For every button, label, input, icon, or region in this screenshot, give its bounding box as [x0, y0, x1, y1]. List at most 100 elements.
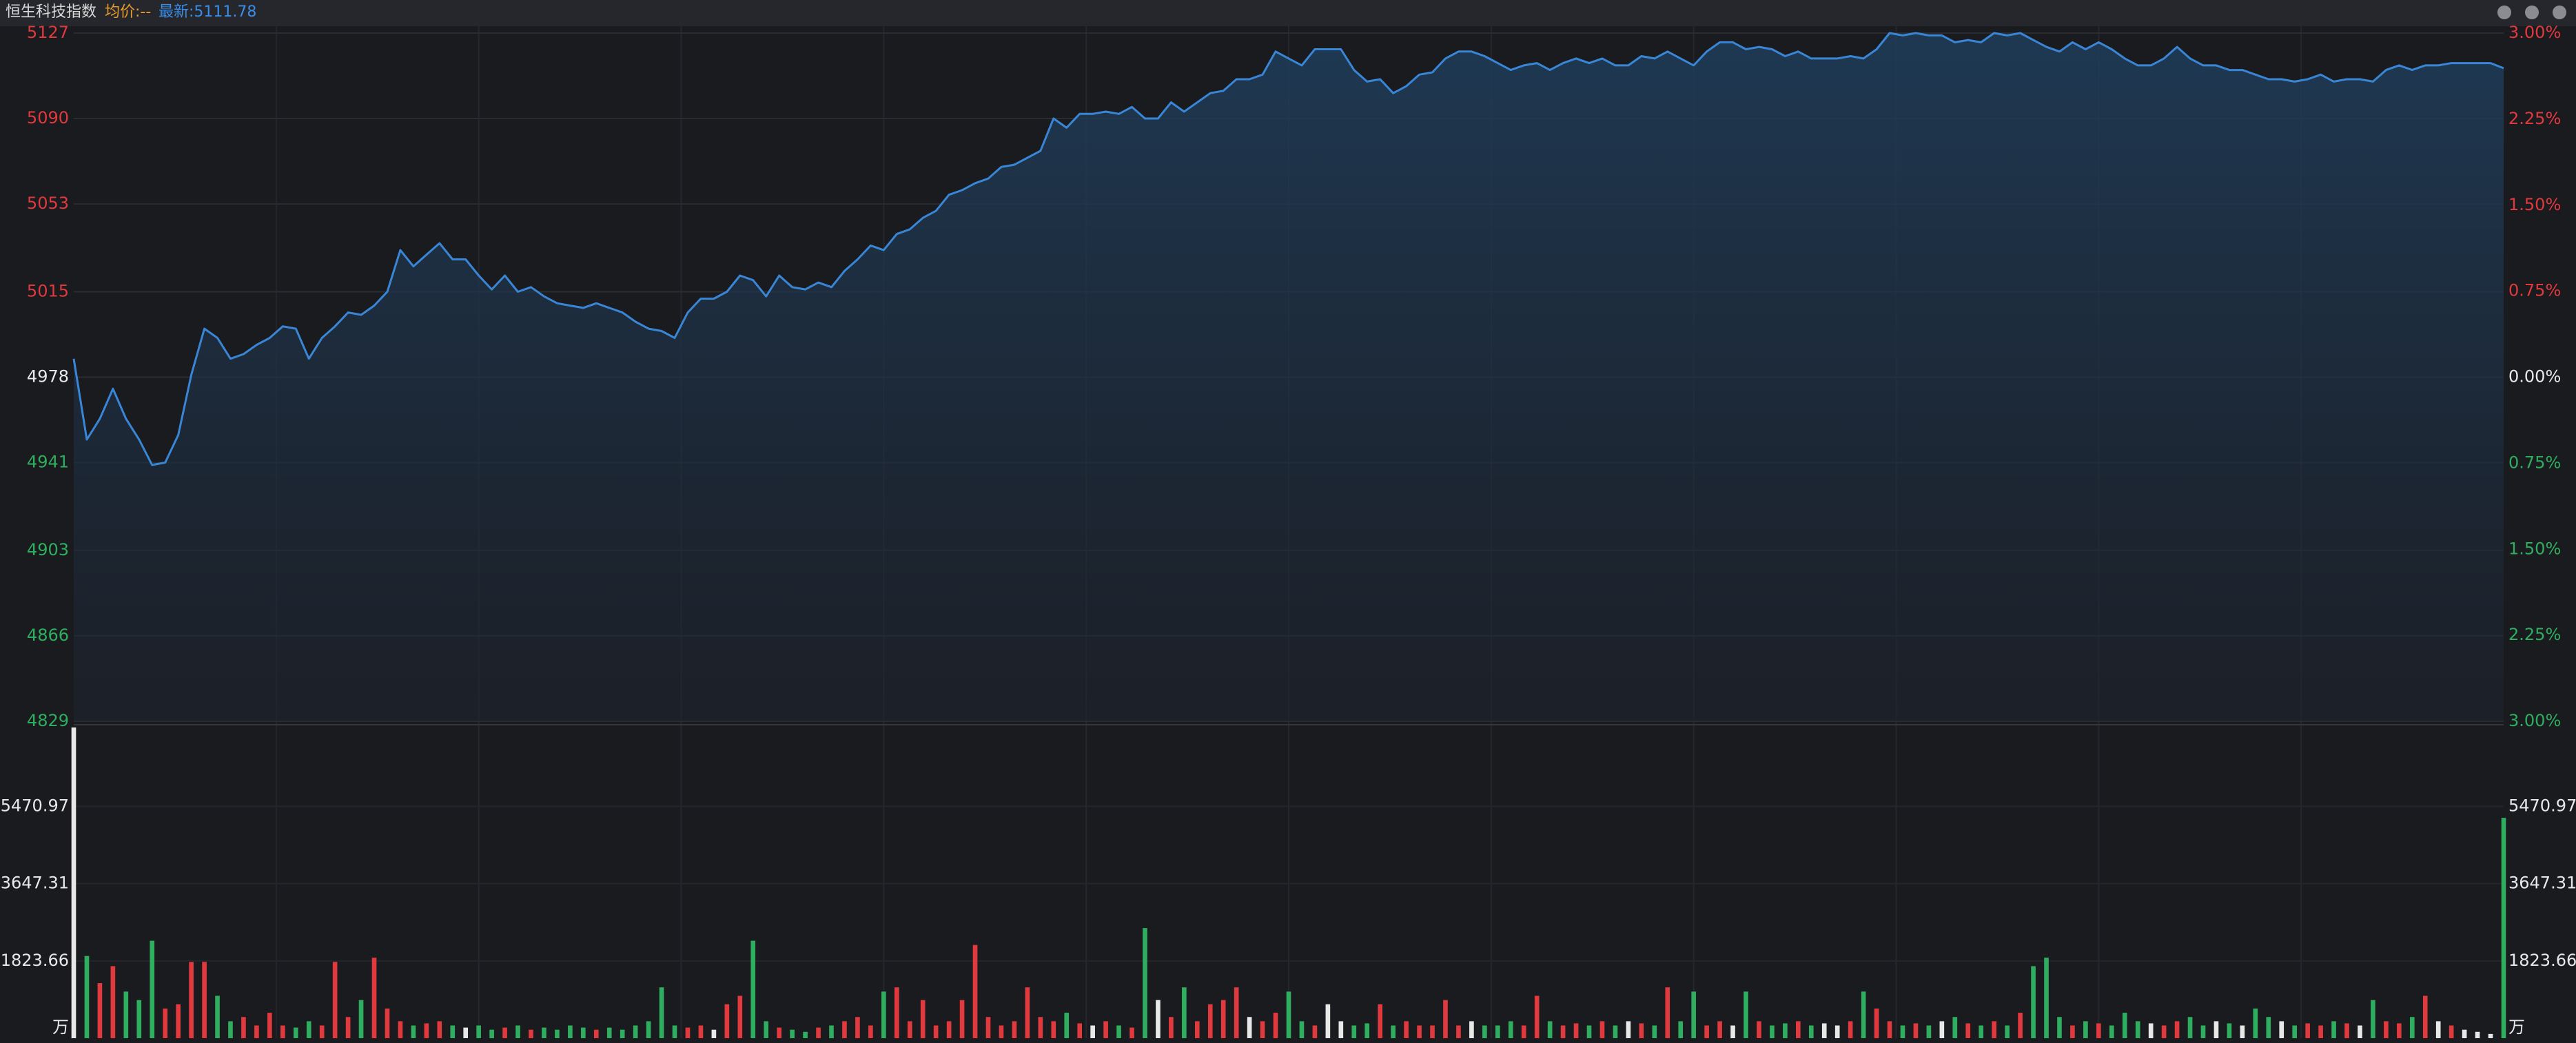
volume-bar — [2109, 1025, 2114, 1038]
volume-bar — [476, 1025, 481, 1038]
volume-bar — [581, 1027, 586, 1038]
volume-bar — [2501, 818, 2506, 1038]
volume-bar — [1744, 991, 1748, 1038]
volume-bar — [2187, 1017, 2193, 1038]
volume-bar — [2331, 1021, 2336, 1038]
settings-icon[interactable] — [2553, 6, 2566, 19]
volume-bar — [920, 1000, 926, 1038]
y2-tick-label: 1.50% — [2508, 539, 2561, 558]
volume-bar — [1338, 1021, 1344, 1038]
volume-bar — [907, 1021, 912, 1038]
y-tick-label: 4829 — [27, 711, 69, 730]
volume-bar — [1247, 1017, 1252, 1038]
volume-bar — [1848, 1021, 1853, 1038]
volume-bar — [1730, 1025, 1735, 1038]
volume-tick-label: 5470.97 — [1, 796, 69, 816]
volume-bar — [2488, 1033, 2493, 1038]
header-avg: 均价:-- — [105, 3, 151, 21]
volume-tick-label: 3647.31 — [2508, 874, 2576, 893]
volume-bar — [790, 1029, 795, 1038]
volume-bar — [502, 1027, 507, 1038]
zoom-in-icon[interactable] — [2497, 6, 2511, 19]
volume-bar — [2384, 1021, 2389, 1038]
volume-bar — [1665, 987, 1670, 1038]
volume-bar — [1325, 1004, 1331, 1038]
y2-tick-label: 0.00% — [2508, 367, 2561, 386]
volume-tick-label: 1823.66 — [1, 951, 69, 970]
y-tick-label: 4903 — [27, 540, 69, 559]
volume-bar — [463, 1027, 469, 1038]
volume-bar — [1560, 1025, 1566, 1038]
volume-bar — [1378, 1004, 1383, 1038]
volume-bar — [2422, 995, 2428, 1038]
zoom-out-icon[interactable] — [2525, 6, 2539, 19]
volume-tick-label: 5470.97 — [2508, 796, 2576, 816]
volume-bar — [424, 1023, 429, 1038]
volume-bar — [319, 1025, 325, 1038]
volume-bar — [1207, 1004, 1213, 1038]
volume-bar — [1573, 1023, 1579, 1038]
volume-bar — [2083, 1021, 2088, 1038]
volume-bar — [816, 1027, 821, 1038]
volume-bar — [2096, 1023, 2101, 1038]
volume-bar — [1861, 991, 1866, 1038]
volume-bar — [150, 940, 155, 1038]
volume-bar — [71, 727, 76, 1038]
volume-bar — [1534, 995, 1540, 1038]
volume-bar — [737, 995, 743, 1038]
volume-bar — [2279, 1021, 2284, 1038]
volume-bar — [1639, 1023, 1644, 1038]
volume-bar — [1260, 1021, 1265, 1038]
volume-bar — [1090, 1025, 1095, 1038]
volume-bar — [1874, 1008, 1879, 1038]
volume-bar — [633, 1025, 638, 1038]
volume-bar — [764, 1021, 769, 1038]
volume-bar — [2292, 1025, 2298, 1038]
volume-bar — [1012, 1021, 1017, 1038]
volume-bar — [1979, 1025, 1984, 1038]
volume-bar — [1025, 987, 1030, 1038]
volume-bar — [659, 987, 664, 1038]
volume-bar — [2240, 1025, 2245, 1038]
volume-bar — [933, 1025, 939, 1038]
volume-bar — [881, 991, 886, 1038]
volume-bar — [685, 1027, 691, 1038]
volume-bar — [620, 1029, 625, 1038]
y-tick-label: 4941 — [27, 453, 69, 472]
volume-bar — [1482, 1025, 1487, 1038]
volume-bar — [2305, 1023, 2310, 1038]
volume-bar — [1757, 1021, 1761, 1038]
volume-bar — [1456, 1025, 1461, 1038]
volume-bar — [829, 1025, 834, 1038]
volume-bar — [1586, 1025, 1592, 1038]
volume-bar — [2070, 1025, 2075, 1038]
volume-bar — [332, 962, 338, 1038]
volume-bar — [2449, 1025, 2454, 1038]
y-tick-label: 4866 — [27, 626, 69, 645]
volume-bar — [1495, 1025, 1500, 1038]
y2-tick-label: 0.75% — [2508, 453, 2561, 472]
volume-bar — [123, 991, 129, 1038]
volume-bar — [2148, 1023, 2154, 1038]
volume-bar — [2371, 1000, 2375, 1038]
volume-bar — [985, 1017, 991, 1038]
volume-bar — [1404, 1021, 1409, 1038]
volume-bar — [1900, 1025, 1905, 1038]
volume-bar — [2318, 1025, 2323, 1038]
volume-bar — [555, 1029, 560, 1038]
volume-bar — [2397, 1023, 2402, 1038]
y2-tick-label: 3.00% — [2508, 23, 2561, 42]
volume-bar — [803, 1031, 808, 1038]
volume-bar — [2435, 1021, 2441, 1038]
volume-bar — [698, 1025, 704, 1038]
volume-bar — [110, 966, 116, 1038]
y2-tick-label: 0.75% — [2508, 281, 2561, 300]
volume-bar — [1391, 1025, 1396, 1038]
volume-bar — [1691, 991, 1696, 1038]
volume-bar — [1143, 928, 1147, 1038]
volume-bar — [189, 962, 194, 1038]
volume-bar — [437, 1021, 442, 1038]
volume-bar — [2044, 958, 2049, 1038]
volume-bar — [1077, 1023, 1083, 1038]
